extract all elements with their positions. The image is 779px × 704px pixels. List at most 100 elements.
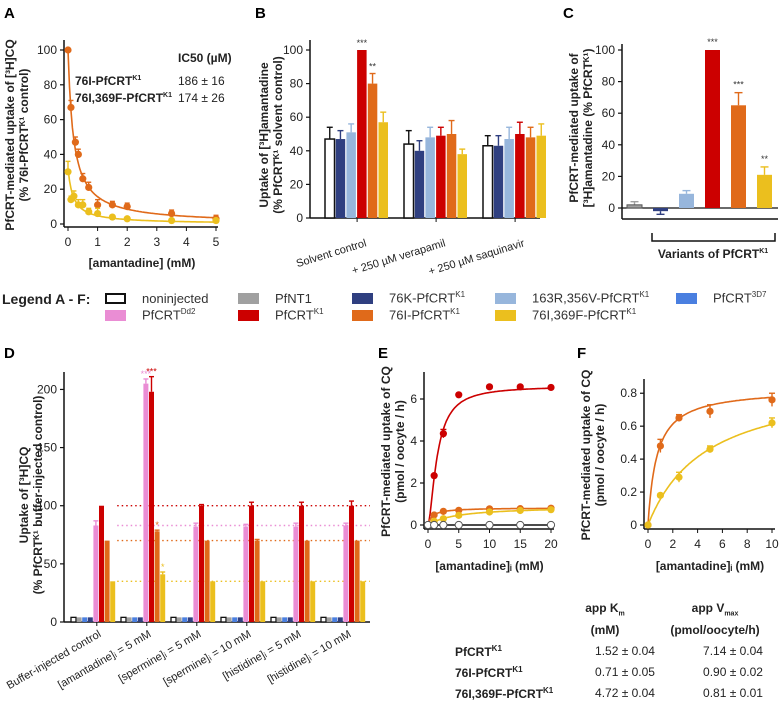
data-point (71, 138, 79, 146)
fit-curve (67, 168, 216, 223)
kinetics-row-vmax: 7.14 ± 0.04 (703, 644, 763, 658)
legend-label: PfCRT3D7 (713, 290, 767, 306)
panel-f-chart: 0 0.2 0.4 0.6 0.8 0 2 4 6 8 10[amantadine]ᵢ (mM) Pf… (579, 370, 779, 573)
y-tick-label: 100 (37, 499, 57, 513)
y-axis-label-line2: (pmol / oocyte / h) (393, 400, 407, 503)
bar (346, 132, 356, 218)
panel-label-f: F (577, 345, 586, 362)
legend-swatch (676, 292, 697, 304)
x-axis-label: [amantadine]ᵢ (mM) (435, 559, 543, 573)
bar (149, 391, 154, 622)
y-axis-label-line1: PfCRT-mediated uptake of CQ (579, 370, 593, 541)
y-axis-label-line1: PfCRT-mediated uptake of [³H]CQ (3, 39, 17, 230)
y-tick-label: 100 (283, 43, 303, 57)
bar (93, 525, 99, 622)
bar (324, 138, 336, 219)
y-tick-label: 80 (290, 77, 304, 91)
data-point (123, 215, 131, 223)
legend-label: PfCRTK1 (275, 307, 324, 323)
y-tick-label: 4 (410, 434, 417, 448)
bar (293, 526, 299, 622)
x-tick-label: 8 (744, 537, 751, 551)
vmax-header-sub: max (724, 610, 739, 618)
ic50-row-value: 174 ± 26 (178, 91, 225, 105)
bar (193, 526, 199, 622)
bar (87, 617, 93, 622)
bar (457, 154, 467, 218)
y-tick-label: 150 (37, 441, 57, 455)
bar (705, 50, 720, 208)
bar (653, 208, 668, 212)
bar (132, 617, 138, 622)
y-tick-label: 0.2 (620, 485, 637, 499)
x-tick-label: 4 (694, 537, 701, 551)
x-tick-label: 15 (514, 537, 528, 551)
data-point (439, 520, 448, 530)
legend-item-noninjected: noninjected (105, 290, 209, 306)
data-point (439, 507, 447, 515)
bar (170, 616, 177, 623)
panel-label-a: A (4, 5, 15, 22)
bar (360, 581, 366, 622)
y-tick-label: 0 (50, 217, 57, 231)
kinetics-row-name: 76I,369F-PfCRTK1 (455, 686, 554, 701)
legend-item-PfNT1: PfNT1 (238, 290, 312, 306)
legend-item-3D7: PfCRT3D7 (676, 290, 766, 306)
bar (143, 383, 149, 622)
bar (287, 617, 293, 622)
bar (304, 540, 310, 622)
bar (414, 150, 425, 218)
legend-item-76K: 76K-PfCRTK1 (352, 290, 465, 306)
bar (226, 617, 232, 622)
data-point (485, 520, 494, 530)
legend-swatch (238, 309, 259, 321)
bar (82, 617, 88, 622)
x-tick-label: 20 (544, 537, 558, 551)
bar (436, 135, 446, 218)
x-tick-label: 2 (124, 235, 131, 249)
data-point (212, 216, 220, 225)
y-tick-label: 60 (290, 110, 304, 124)
significance-marker: *** (357, 38, 368, 48)
x-tick-label: 5 (455, 537, 462, 551)
ic50-row-name: 76I,369F-PfCRTK1 (75, 91, 172, 105)
significance-marker: ** (761, 154, 769, 164)
kinetics-row-km: 4.72 ± 0.04 (595, 686, 655, 700)
panel-c-chart: 0 20 40 60 80 100 PfCRT-mediated uptake of [³H]… (567, 37, 778, 261)
y-tick-label: 0 (50, 615, 57, 629)
x-tick-label: 0 (65, 235, 72, 249)
data-point (455, 511, 463, 519)
bar (282, 617, 288, 622)
y-tick-label: 0 (296, 211, 303, 225)
data-point (94, 201, 102, 209)
bar (504, 139, 514, 218)
kinetics-row: 76I-PfCRTK1 0.71 ± 0.05 0.90 ± 0.02 (455, 665, 775, 683)
y-tick-label: 50 (44, 557, 58, 571)
bar (110, 581, 116, 622)
x-tick-label: 6 (719, 537, 726, 551)
data-point (439, 515, 447, 523)
legend-item-163R356V: 163R,356V-PfCRTK1 (495, 290, 649, 306)
bar (367, 83, 378, 218)
legend-label: noninjected (142, 290, 209, 306)
data-point (85, 183, 93, 192)
data-point (168, 209, 176, 218)
legend-item-76I: 76I-PfCRTK1 (352, 307, 460, 323)
bar (176, 617, 182, 622)
significance-marker: ** (369, 62, 377, 72)
variants-bracket (651, 233, 776, 242)
x-tick-label: [spermine]ᵢ = 10 mM (161, 628, 253, 688)
legend-swatch (238, 292, 259, 304)
bar (70, 616, 77, 623)
bar (232, 617, 238, 622)
bar (220, 616, 227, 623)
vmax-header-label: app V (691, 601, 725, 615)
data-point (675, 414, 683, 422)
legend-swatch (495, 292, 516, 304)
x-tick-label: 2 (669, 537, 676, 551)
km-header-label: app K (585, 601, 619, 615)
legend-swatch (495, 309, 516, 321)
bar (99, 505, 104, 622)
kinetics-row-vmax: 0.81 ± 0.01 (703, 686, 763, 700)
x-tick-label: 0 (425, 537, 432, 551)
